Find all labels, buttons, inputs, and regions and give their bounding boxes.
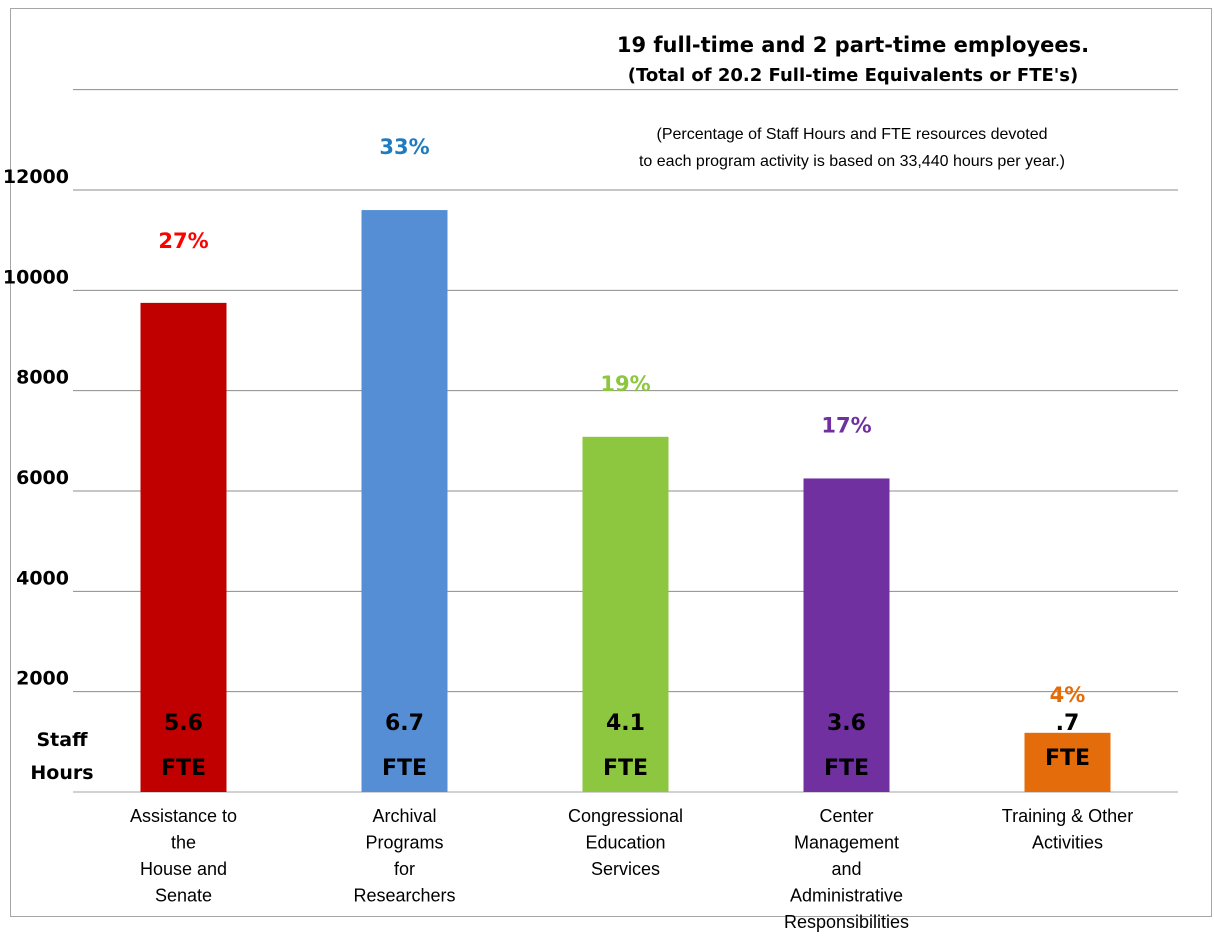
chart-subtitle: (Total of 20.2 Full-time Equivalents or … (628, 65, 1079, 86)
fte-value-label: 6.7 (385, 711, 424, 736)
fte-unit-label: FTE (603, 756, 648, 781)
y-tick-label: 2000 (16, 668, 69, 690)
percent-label: 4% (1050, 683, 1086, 707)
category-label: Services (591, 859, 660, 879)
category-label: for (394, 859, 415, 879)
bar (582, 436, 669, 792)
category-label: Congressional (568, 806, 683, 826)
y-axis-label-line-1: Staff (37, 729, 89, 751)
fte-value-label: 5.6 (164, 711, 203, 736)
y-tick-label: 10000 (3, 266, 69, 288)
bar (1024, 732, 1111, 792)
y-axis-label-line-2: Hours (30, 762, 93, 784)
fte-value-label: 3.6 (827, 711, 866, 736)
chart-note-line-2: to each program activity is based on 33,… (639, 153, 1065, 170)
category-label: Archival (372, 806, 436, 826)
percent-label: 27% (158, 229, 208, 253)
category-label: Responsibilities (784, 912, 909, 932)
chart-frame (10, 8, 1212, 917)
fte-unit-label: FTE (824, 756, 869, 781)
fte-unit-label: FTE (382, 756, 427, 781)
chart-note-line-1: (Percentage of Staff Hours and FTE resou… (656, 126, 1047, 143)
category-label: the (171, 833, 196, 853)
category-label: Management (794, 833, 899, 853)
category-label: Education (585, 833, 665, 853)
percent-label: 33% (379, 135, 429, 159)
fte-unit-label: FTE (161, 756, 206, 781)
y-tick-label: 6000 (16, 467, 69, 489)
y-tick-label: 12000 (3, 166, 69, 188)
y-tick-label: 4000 (16, 567, 69, 589)
chart-title: 19 full-time and 2 part-time employees. (617, 33, 1089, 57)
fte-value-label: .7 (1056, 711, 1080, 736)
category-label: Programs (365, 833, 443, 853)
category-label: House and (140, 859, 227, 879)
category-label: Center (819, 806, 873, 826)
fte-value-label: 4.1 (606, 711, 645, 736)
fte-unit-label: FTE (1045, 746, 1090, 771)
category-label: Activities (1032, 833, 1103, 853)
category-label: Assistance to (130, 806, 237, 826)
category-label: Training & Other (1002, 806, 1133, 826)
category-label: Senate (155, 886, 212, 906)
bar (361, 210, 448, 793)
category-label: and (831, 859, 861, 879)
category-label: Administrative (790, 886, 903, 906)
percent-label: 17% (821, 413, 871, 437)
bar (140, 302, 227, 792)
bar (803, 478, 890, 792)
y-tick-label: 8000 (16, 367, 69, 389)
percent-label: 19% (600, 372, 650, 396)
category-label: Researchers (353, 886, 455, 906)
